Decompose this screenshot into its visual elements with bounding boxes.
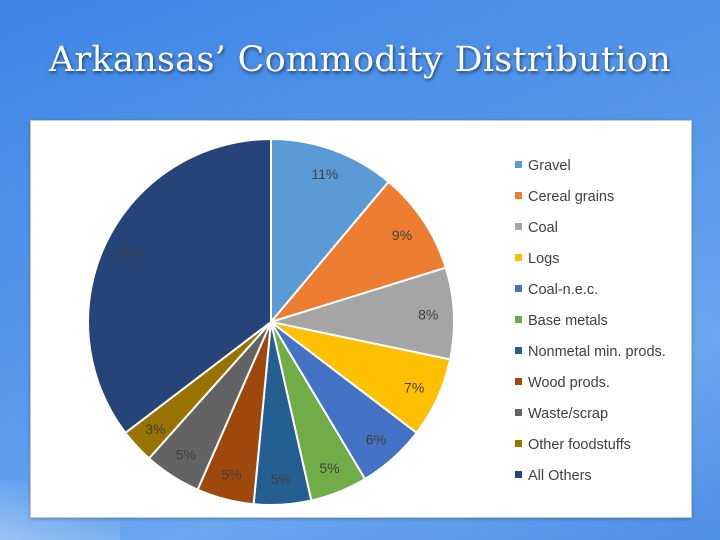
legend-label-base-metals: Base metals (528, 313, 608, 329)
slice-label-waste-scrap: 5% (176, 446, 196, 462)
slice-label-all-others: 35% (116, 244, 144, 260)
slice-label-nonmetal-min-prods: 5% (271, 471, 291, 487)
legend-swatch-wood-prods (515, 378, 522, 385)
legend-label-cereal-grains: Cereal grains (528, 189, 614, 205)
slice-label-cereal-grains: 9% (392, 227, 412, 243)
legend-label-coal-n-e-c: Coal-n.e.c. (528, 282, 598, 298)
legend-label-gravel: Gravel (528, 158, 571, 174)
legend-swatch-coal-n-e-c (515, 285, 522, 292)
legend-label-other-foodstuffs: Other foodstuffs (528, 437, 631, 453)
slice-label-coal-n-e-c: 6% (366, 431, 386, 447)
legend-label-all-others: All Others (528, 468, 592, 484)
slice-label-other-foodstuffs: 3% (145, 421, 165, 437)
legend-label-coal: Coal (528, 220, 558, 236)
pie-chart: 11% 9% 8% 7% 6% 5% 5% 5% 5% 3% 35% Gravel Cereal gr… (87, 137, 666, 506)
legend-label-logs: Logs (528, 251, 559, 267)
legend-swatch-gravel (515, 161, 522, 168)
legend-swatch-nonmetal-min-prods (515, 347, 522, 354)
legend-swatch-all-others (515, 471, 522, 478)
pie-slice-all-others (87, 137, 272, 435)
pie-slice-labels: 11% 9% 8% 7% 6% 5% 5% 5% 5% 3% 35% (116, 166, 438, 487)
pie-slice-cereal-grains (268, 180, 447, 324)
pie-slice-coal (267, 266, 455, 361)
pie-slices (87, 137, 455, 506)
slice-label-base-metals: 5% (319, 460, 339, 476)
chart-legend: Gravel Cereal grains Coal Logs Coal-n.e.c. Ba… (515, 158, 666, 484)
slice-label-gravel: 11% (311, 166, 338, 182)
legend-swatch-logs (515, 254, 522, 261)
legend-label-wood-prods: Wood prods. (528, 375, 610, 391)
legend-swatch-other-foodstuffs (515, 440, 522, 447)
chart-panel: 11% 9% 8% 7% 6% 5% 5% 5% 5% 3% 35% Gravel Cereal gr… (30, 120, 692, 518)
legend-label-nonmetal-min-prods: Nonmetal min. prods. (528, 344, 666, 360)
slice-label-coal: 8% (418, 307, 438, 323)
legend-swatch-base-metals (515, 316, 522, 323)
slice-label-wood-prods: 5% (221, 466, 241, 482)
legend-swatch-waste-scrap (515, 409, 522, 416)
slide-title: Arkansas’ Commodity Distribution (48, 40, 672, 80)
legend-swatch-cereal-grains (515, 192, 522, 199)
legend-label-waste-scrap: Waste/scrap (528, 406, 608, 422)
pie-slice-gravel (270, 137, 391, 325)
slice-label-logs: 7% (404, 379, 424, 395)
legend-swatch-coal (515, 223, 522, 230)
